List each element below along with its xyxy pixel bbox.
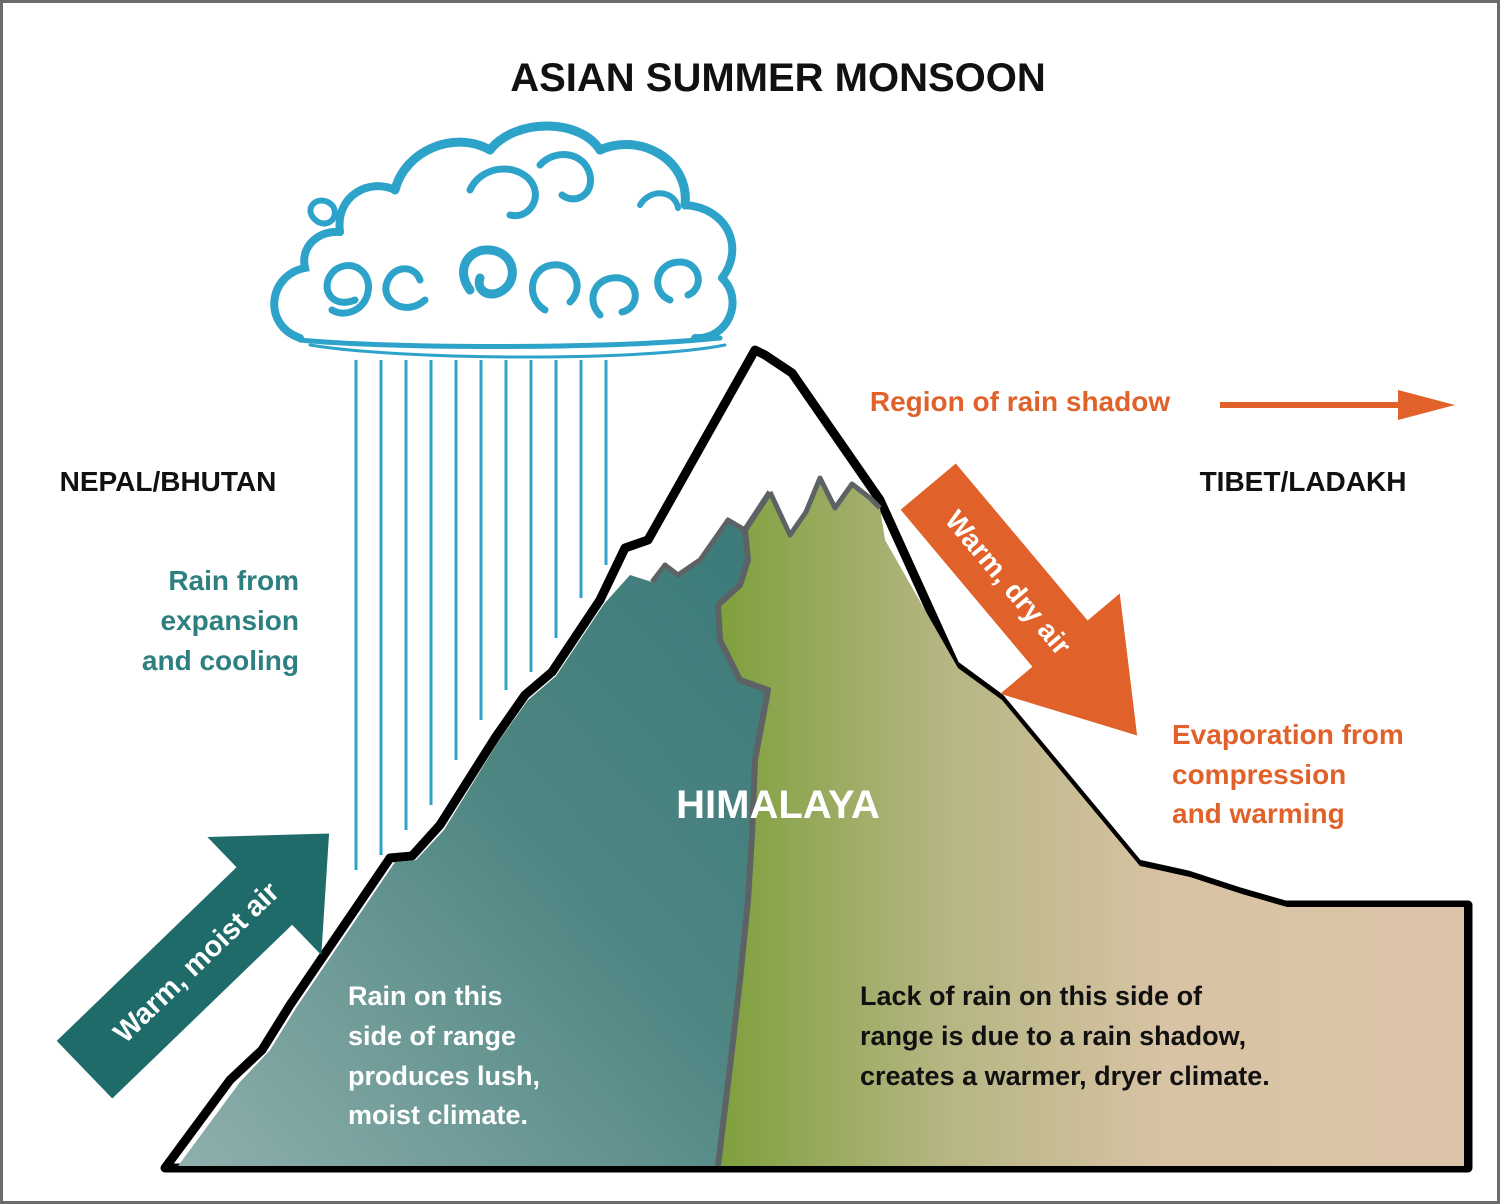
windward-desc-line-4: moist climate.	[348, 1100, 528, 1130]
region-label-right: TIBET/LADAKH	[1200, 466, 1407, 497]
ridge-peaks	[650, 475, 882, 584]
windward-rain-label: Rain from expansion and cooling	[142, 565, 299, 676]
windward-desc-line-1: Rain on this	[348, 981, 503, 1011]
windward-rain-line-2: expansion	[161, 605, 299, 636]
leeward-desc-line-1: Lack of rain on this side of	[860, 981, 1203, 1011]
leeward-desc-line-3: creates a warmer, dryer climate.	[860, 1061, 1270, 1091]
evaporation-label: Evaporation from compression and warming	[1172, 719, 1404, 829]
rain-shadow-label: Region of rain shadow	[870, 386, 1170, 417]
evaporation-line-1: Evaporation from	[1172, 719, 1404, 750]
windward-side-description: Rain on this side of range produces lush…	[348, 981, 540, 1130]
leeward-slope	[718, 478, 1464, 1166]
leeward-desc-line-2: range is due to a rain shadow,	[860, 1021, 1246, 1051]
region-label-left: NEPAL/BHUTAN	[60, 466, 277, 497]
windward-desc-line-3: produces lush,	[348, 1061, 540, 1091]
diagram-title: ASIAN SUMMER MONSOON	[510, 56, 1046, 100]
rain-lines	[354, 360, 608, 870]
evaporation-line-2: compression	[1172, 759, 1346, 790]
rain-cloud-icon	[270, 121, 742, 359]
windward-rain-line-1: Rain from	[168, 565, 299, 596]
evaporation-line-3: and warming	[1172, 798, 1345, 829]
mountain-name: HIMALAYA	[676, 783, 880, 827]
leeward-side-description: Lack of rain on this side of range is du…	[860, 981, 1270, 1091]
arrow-right-icon	[1220, 390, 1455, 420]
windward-rain-line-3: and cooling	[142, 645, 299, 676]
ridge-shadow	[715, 490, 773, 1167]
windward-slope	[178, 520, 768, 1166]
windward-desc-line-2: side of range	[348, 1021, 516, 1051]
